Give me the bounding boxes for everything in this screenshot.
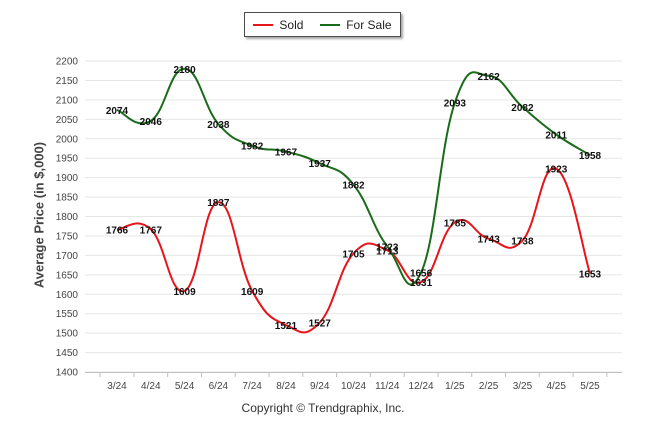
data-label-for-sale-2-25: 2162 [478,72,501,83]
x-tick-label-7-24: 7/24 [242,381,262,392]
x-tick-label-11-24: 11/24 [375,381,400,392]
series-line-for-sale [116,67,591,286]
legend: Sold For Sale [244,12,401,37]
y-tick-label-1450: 1450 [56,348,79,359]
y-axis-ticks: 1400 1450 1500 1550 1600 1650 1700 1750 1800 1850… [56,57,79,379]
y-tick-label-2050: 2050 [56,115,79,126]
data-label-sold-4-25: 1923 [545,165,568,176]
x-tick-label-2-25: 2/25 [479,381,499,392]
data-label-for-sale-11-24: 1723 [376,242,399,253]
grid-lines [85,60,622,373]
data-label-sold-8-24: 1521 [275,321,298,332]
data-label-sold-4-24: 1767 [140,225,163,236]
data-label-for-sale-8-24: 1967 [275,148,298,159]
y-tick-label-2100: 2100 [56,95,79,106]
legend-label-for-sale: For Sale [346,17,392,32]
x-tick-label-8-24: 8/24 [276,381,296,392]
data-label-sold-11-24: 1713 [376,246,399,257]
x-axis-ticks: 3/24 4/24 5/24 6/24 7/24 8/24 9/24 10/24 11/24 12… [99,372,608,392]
data-label-sold-1-25: 1785 [444,218,467,229]
y-tick-label-1800: 1800 [56,212,79,223]
x-tick-label-9-24: 9/24 [310,381,330,392]
y-tick-label-1950: 1950 [56,154,79,165]
y-tick-label-2000: 2000 [56,134,79,145]
y-tick-label-1500: 1500 [56,329,79,340]
y-tick-label-1850: 1850 [56,193,79,204]
data-label-for-sale-10-24: 1882 [342,181,365,192]
y-tick-label-1700: 1700 [56,251,79,262]
data-labels: 1766 1767 1609 1837 1609 1521 1527 1705 1713 1631… [106,65,602,332]
legend-swatch-sold [253,23,274,26]
y-axis-label: Average Price (in $,000) [31,141,47,289]
x-tick-label-5-24: 5/24 [175,381,195,392]
data-label-for-sale-4-25: 2011 [545,130,567,141]
series-line-sold [116,167,591,334]
copyright-text: Copyright © Trendgraphix, Inc. [241,401,405,415]
y-tick-label-1400: 1400 [56,368,79,379]
x-tick-label-1-25: 1/25 [445,381,465,392]
legend-swatch-for-sale [320,23,341,26]
y-tick-label-1550: 1550 [56,309,79,320]
data-label-sold-5-25: 1653 [579,270,602,281]
data-label-sold-3-25: 1738 [511,237,534,248]
data-label-for-sale-5-25: 1958 [579,151,602,162]
data-label-for-sale-4-24: 2046 [140,117,163,128]
y-tick-label-2150: 2150 [56,76,79,87]
legend-item-for-sale[interactable]: For Sale [320,17,392,32]
x-tick-label-3-24: 3/24 [107,381,127,392]
data-label-for-sale-3-24: 2074 [106,106,129,117]
y-tick-label-1900: 1900 [56,173,79,184]
x-tick-label-6-24: 6/24 [209,381,229,392]
y-tick-label-1750: 1750 [56,231,79,242]
data-label-sold-2-25: 1743 [478,235,501,246]
data-label-sold-7-24: 1609 [241,287,264,298]
legend-item-sold[interactable]: Sold [253,18,303,32]
x-tick-label-4-24: 4/24 [141,381,161,392]
data-label-for-sale-5-24: 2180 [173,65,196,76]
legend-label-sold: Sold [279,17,304,32]
x-tick-label-10-24: 10/24 [341,381,366,392]
x-tick-label-4-25: 4/25 [546,381,566,392]
data-label-for-sale-7-24: 1982 [241,142,264,153]
x-tick-label-12-24: 12/24 [409,381,434,392]
data-label-sold-9-24: 1527 [309,319,332,330]
data-label-sold-3-24: 1766 [106,226,129,237]
series-lines [116,67,591,334]
data-label-for-sale-1-25: 2093 [444,99,467,110]
data-label-for-sale-12-24: 1656 [410,268,433,279]
data-label-sold-6-24: 1837 [207,198,230,209]
y-tick-label-1600: 1600 [56,290,79,301]
data-label-sold-5-24: 1609 [173,287,196,298]
data-label-for-sale-3-25: 2082 [511,103,534,114]
data-label-sold-10-24: 1705 [342,249,365,260]
x-tick-label-5-25: 5/25 [580,381,600,392]
data-label-for-sale-9-24: 1937 [309,159,332,170]
data-label-sold-12-24: 1631 [410,278,433,289]
data-label-for-sale-6-24: 2038 [207,120,230,131]
y-tick-label-2200: 2200 [56,57,79,68]
x-tick-label-3-25: 3/25 [513,381,533,392]
y-tick-label-1650: 1650 [56,270,79,281]
